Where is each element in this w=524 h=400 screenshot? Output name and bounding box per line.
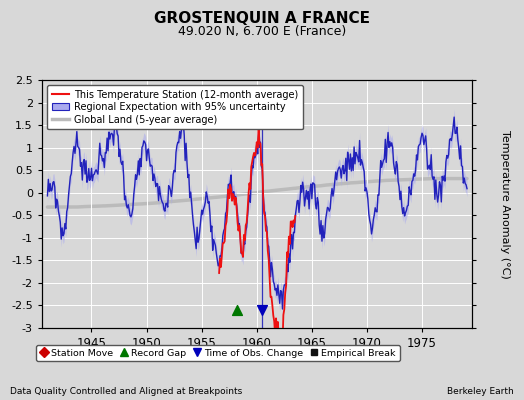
Text: Berkeley Earth: Berkeley Earth bbox=[447, 387, 514, 396]
Text: Data Quality Controlled and Aligned at Breakpoints: Data Quality Controlled and Aligned at B… bbox=[10, 387, 243, 396]
Text: 49.020 N, 6.700 E (France): 49.020 N, 6.700 E (France) bbox=[178, 25, 346, 38]
Text: GROSTENQUIN A FRANCE: GROSTENQUIN A FRANCE bbox=[154, 11, 370, 26]
Legend: Station Move, Record Gap, Time of Obs. Change, Empirical Break: Station Move, Record Gap, Time of Obs. C… bbox=[36, 345, 400, 361]
Point bbox=[258, 307, 267, 313]
Y-axis label: Temperature Anomaly (°C): Temperature Anomaly (°C) bbox=[500, 130, 510, 278]
Legend: This Temperature Station (12-month average), Regional Expectation with 95% uncer: This Temperature Station (12-month avera… bbox=[47, 85, 303, 130]
Point bbox=[233, 307, 241, 313]
